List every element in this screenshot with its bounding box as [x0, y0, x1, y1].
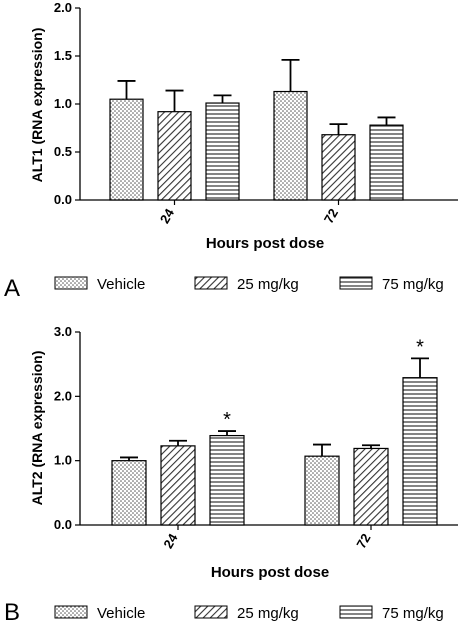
x-axis-label: Hours post dose	[211, 564, 329, 581]
bar	[205, 102, 240, 201]
significance-marker: *	[416, 336, 424, 358]
bar	[353, 447, 389, 526]
y-tick-label: 3.0	[54, 324, 72, 339]
legend: Vehicle 25 mg/kg 75 mg/kg	[54, 605, 444, 622]
y-tick-label: 1.0	[54, 453, 72, 468]
bar	[321, 134, 356, 201]
y-tick-label: 2.0	[54, 0, 72, 15]
bar	[369, 124, 404, 201]
y-tick-label: 1.5	[54, 48, 72, 63]
bar	[111, 460, 147, 526]
bar	[209, 434, 245, 526]
y-tick-label: 2.0	[54, 388, 72, 403]
legend-swatch	[194, 276, 228, 290]
bar	[402, 377, 438, 526]
y-axis-label: ALT1 (RNA expression)	[29, 28, 45, 183]
y-tick-label: 0.0	[54, 517, 72, 532]
x-tick-label: 24	[160, 530, 181, 551]
panel-label: B	[4, 599, 20, 626]
y-tick-label: 0.0	[54, 192, 72, 207]
y-tick-label: 1.0	[54, 96, 72, 111]
legend-label: 75 mg/kg	[382, 605, 444, 622]
bar	[157, 111, 192, 201]
bar	[160, 445, 196, 526]
panel-label: A	[4, 275, 20, 302]
y-axis-label: ALT2 (RNA expression)	[29, 351, 45, 506]
legend-label: 25 mg/kg	[237, 605, 299, 622]
legend-label: 25 mg/kg	[237, 276, 299, 293]
x-tick-label: 72	[321, 206, 341, 226]
legend-label: Vehicle	[97, 605, 145, 622]
x-axis-label: Hours post dose	[206, 235, 324, 252]
significance-marker: *	[223, 409, 231, 431]
y-tick-label: 0.5	[54, 144, 72, 159]
legend-swatch	[339, 605, 373, 619]
chart-panel-b: ALT2 (RNA expression) Hours post dose B …	[4, 324, 458, 626]
legend-swatch	[339, 276, 373, 290]
x-tick-label: 24	[157, 205, 178, 226]
chart-panel-a: ALT1 (RNA expression) Hours post dose A …	[4, 0, 458, 302]
legend-label: 75 mg/kg	[382, 276, 444, 293]
bar	[273, 90, 308, 201]
legend-swatch	[54, 276, 88, 290]
legend-swatch	[54, 605, 88, 619]
x-tick-label: 72	[353, 531, 373, 551]
legend: Vehicle 25 mg/kg 75 mg/kg	[54, 276, 444, 293]
legend-label: Vehicle	[97, 276, 145, 293]
legend-swatch	[194, 605, 228, 619]
bar	[109, 98, 144, 201]
bar	[304, 455, 340, 526]
